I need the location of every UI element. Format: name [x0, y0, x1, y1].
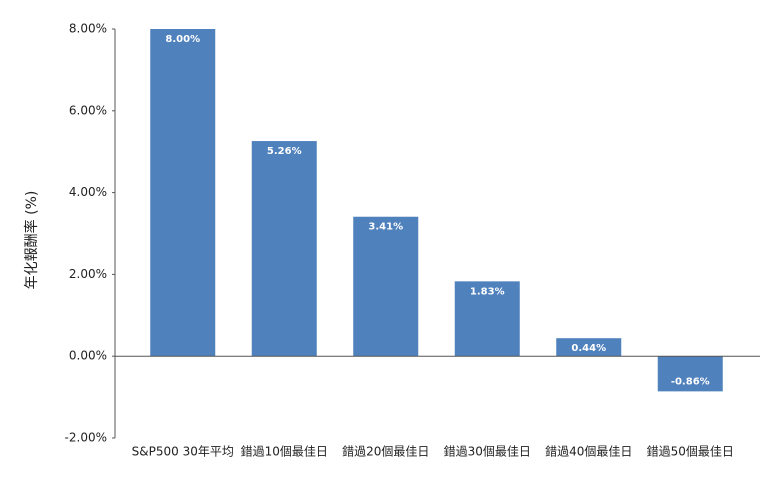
- x-tick-label: 錯過20個最佳日: [342, 444, 429, 459]
- value-label: 0.44%: [571, 343, 606, 354]
- x-tick-label: 錯過10個最佳日: [241, 444, 328, 459]
- bar: [454, 281, 520, 357]
- x-tick-label: 錯過40個最佳日: [545, 444, 632, 459]
- bar: [150, 29, 216, 357]
- y-tick-label: 4.00%: [69, 185, 107, 199]
- x-tick-label: 錯過30個最佳日: [444, 444, 531, 459]
- y-tick-label: 0.00%: [69, 349, 107, 363]
- x-tick-label: 錯過50個最佳日: [647, 444, 734, 459]
- x-tick-label: S&P500 30年平均: [132, 445, 234, 459]
- y-tick-label: -2.00%: [65, 431, 107, 445]
- value-label: 8.00%: [165, 34, 200, 45]
- y-tick-label: 6.00%: [69, 103, 107, 117]
- bar: [556, 338, 622, 357]
- value-label: -0.86%: [671, 376, 710, 387]
- y-tick-label: 2.00%: [69, 267, 107, 281]
- y-axis-label: 年化報酬率 (%): [23, 191, 40, 290]
- bar: [353, 216, 419, 357]
- bar: [657, 356, 723, 392]
- bar: [251, 141, 317, 357]
- value-label: 5.26%: [267, 146, 302, 157]
- value-label: 1.83%: [470, 286, 505, 297]
- y-tick-label: 8.00%: [69, 22, 107, 36]
- value-label: 3.41%: [368, 222, 403, 233]
